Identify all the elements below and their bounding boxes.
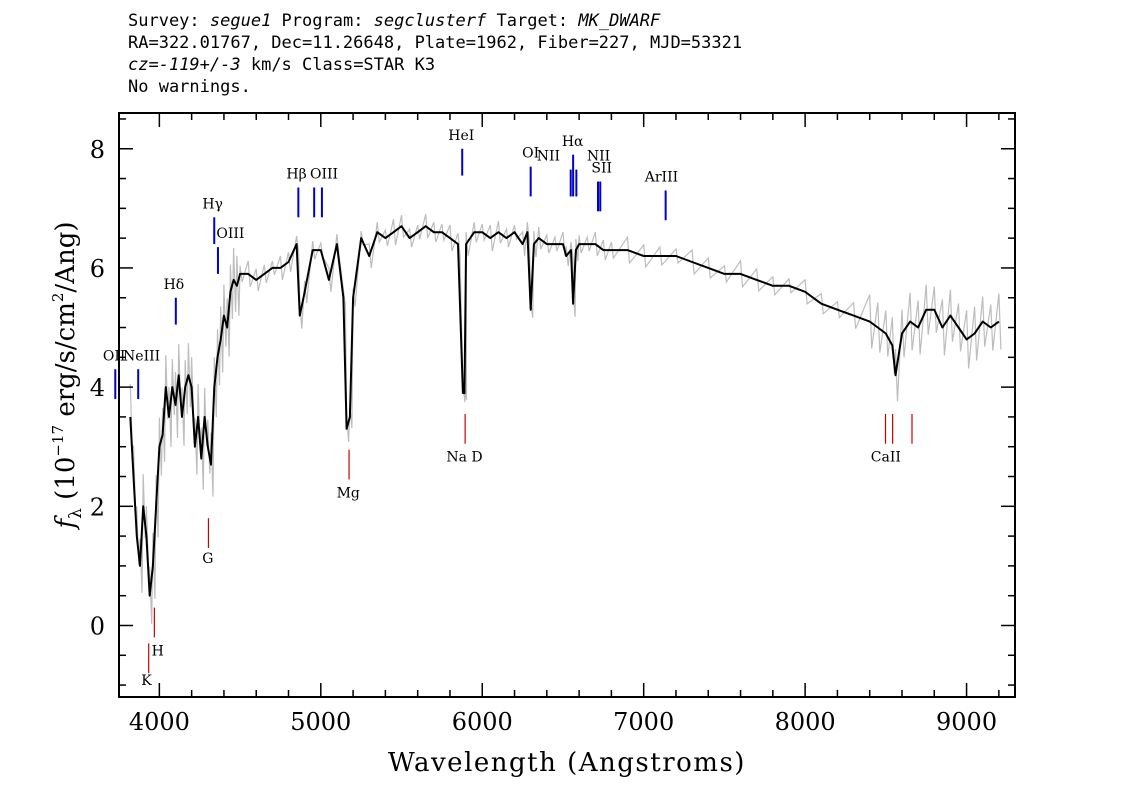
- y-tick-label: 0: [90, 612, 105, 640]
- spectrum-header: Survey: segue1 Program: segclusterf Targ…: [128, 10, 1108, 98]
- y-label-lambda: λ: [66, 508, 86, 519]
- y-tick-label: 4: [90, 374, 105, 402]
- flux-series: [129, 214, 1002, 624]
- header-redshift-line: cz=-119+/-3 km/s Class=STAR K3: [128, 54, 1108, 76]
- class-text: km/s Class=STAR K3: [240, 55, 436, 75]
- x-tick-label: 4000: [129, 708, 190, 736]
- x-tick-label: 8000: [775, 708, 836, 736]
- x-tick-label: 5000: [290, 708, 351, 736]
- y-tick-label: 2: [90, 493, 105, 521]
- header-warnings-line: No warnings.: [128, 77, 251, 97]
- target-value: MK_DWARF: [578, 11, 661, 31]
- header-coordinates-line: RA=322.01767, Dec=11.26648, Plate=1962, …: [128, 33, 743, 53]
- emission-marker-label: NII: [587, 149, 610, 165]
- header-survey-line: Survey: segue1 Program: segclusterf Targ…: [128, 10, 1108, 32]
- chart-axes: 4000 5000 6000 7000 8000 9000 0 2 4 6 8: [90, 113, 1015, 736]
- flux-line: [129, 225, 1000, 597]
- emission-marker-label: NeIII: [123, 348, 160, 364]
- emission-marker-label: Hδ: [164, 277, 185, 293]
- emission-marker-label: OIII: [310, 167, 338, 183]
- y-label-close: /Ang): [51, 222, 81, 293]
- absorption-marker-label: Na D: [446, 450, 482, 466]
- x-tick-label: 6000: [452, 708, 513, 736]
- x-tick-label: 9000: [936, 708, 997, 736]
- emission-marker-label: OIII: [216, 226, 244, 242]
- x-tick-label: 7000: [613, 708, 674, 736]
- absorption-marker-label: K: [141, 673, 152, 689]
- absorption-marker-label: Mg: [337, 485, 360, 501]
- y-tick-label: 8: [90, 136, 105, 164]
- y-tick-label: 6: [90, 255, 105, 283]
- emission-marker-label: Hβ: [286, 167, 306, 183]
- program-value: segclusterf: [373, 11, 487, 31]
- y-label-mid: erg/s/cm: [51, 302, 81, 425]
- plot-frame: [118, 112, 1016, 698]
- program-label: Program:: [271, 11, 374, 31]
- survey-value: segue1: [209, 11, 272, 31]
- emission-marker-label: HeI: [448, 128, 474, 144]
- target-label: Target:: [486, 11, 579, 31]
- y-label-sq: 2: [49, 293, 67, 303]
- emission-marker-label: Hγ: [202, 196, 223, 212]
- cz-label: cz=: [128, 55, 159, 75]
- emission-marker-label: Hα: [562, 134, 584, 150]
- absorption-marker-label: CaII: [871, 450, 901, 466]
- emission-marker-label: ArIII: [644, 170, 678, 186]
- emission-marker-label: OI: [522, 146, 539, 162]
- absorption-marker-label: G: [202, 551, 213, 567]
- cz-value: -119+/-3: [158, 55, 241, 75]
- x-axis-label: Wavelength (Angstroms): [388, 748, 746, 778]
- emission-marker-label: NII: [537, 149, 560, 165]
- y-label-exp: −17: [49, 425, 67, 457]
- emission-marker-label: SII: [591, 161, 612, 177]
- y-axis-label: fλ (10−17 erg/s/cm2/Ang): [49, 222, 86, 531]
- absorption-marker-label: H: [152, 643, 164, 659]
- survey-label: Survey:: [128, 11, 210, 31]
- y-label-open: (10: [51, 457, 81, 509]
